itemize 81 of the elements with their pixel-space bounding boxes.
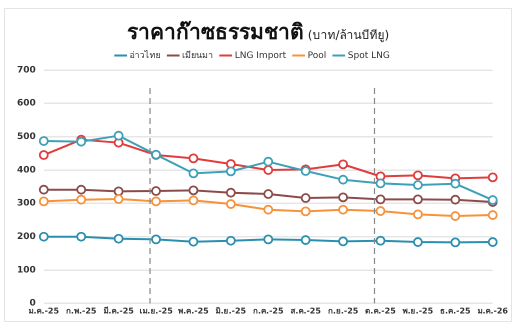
point bbox=[226, 236, 236, 246]
x-tick-label: มิ.ย.-25 bbox=[216, 306, 247, 316]
point bbox=[151, 186, 161, 196]
y-tick-label: 500 bbox=[16, 132, 36, 142]
point bbox=[226, 199, 236, 209]
x-tick-label: ม.ค.-26 bbox=[477, 306, 508, 316]
point bbox=[338, 236, 348, 246]
legend-label: Spot LNG bbox=[348, 50, 390, 61]
y-tick-label: 300 bbox=[16, 198, 36, 209]
point bbox=[188, 168, 198, 178]
x-tick-label: พ.ย.-25 bbox=[402, 306, 434, 316]
point bbox=[263, 165, 274, 175]
point bbox=[413, 170, 423, 180]
point bbox=[188, 236, 198, 247]
point bbox=[413, 194, 423, 204]
x-tick-label: ธ.ค.-25 bbox=[440, 306, 472, 316]
point bbox=[76, 184, 86, 195]
x-tick-label: มี.ค.-25 bbox=[103, 305, 134, 316]
point bbox=[338, 174, 348, 185]
point bbox=[450, 211, 460, 221]
x-tick-label: ม.ค.-25 bbox=[28, 306, 60, 316]
legend-label: Pool bbox=[308, 50, 326, 61]
point bbox=[38, 136, 49, 146]
legend-label: อ่าวไทย bbox=[130, 50, 161, 61]
legend-label: LNG Import bbox=[234, 50, 287, 61]
point bbox=[413, 237, 423, 247]
point bbox=[38, 150, 49, 160]
point bbox=[114, 186, 124, 196]
point bbox=[188, 185, 198, 196]
y-tick-label: 200 bbox=[16, 232, 36, 242]
point bbox=[226, 166, 236, 176]
chart-subtitle: (บาท/ล้านบีทียู) bbox=[308, 28, 390, 42]
point bbox=[38, 232, 49, 242]
point bbox=[151, 234, 161, 244]
point bbox=[38, 184, 49, 195]
point bbox=[376, 236, 386, 246]
point bbox=[114, 130, 124, 141]
point bbox=[488, 237, 498, 247]
x-tick-label: ส.ค.-25 bbox=[290, 306, 322, 316]
point bbox=[338, 204, 348, 215]
point bbox=[376, 178, 386, 188]
point bbox=[76, 194, 86, 205]
point bbox=[300, 206, 311, 216]
y-tick-label: 0 bbox=[30, 298, 36, 309]
point bbox=[338, 192, 348, 202]
point bbox=[188, 195, 198, 206]
point bbox=[450, 194, 460, 205]
point bbox=[488, 172, 498, 182]
point bbox=[263, 189, 274, 199]
point bbox=[188, 153, 198, 164]
point bbox=[151, 196, 161, 206]
point bbox=[413, 209, 423, 220]
point bbox=[300, 193, 311, 203]
x-tick-label: ก.พ.-25 bbox=[66, 306, 97, 316]
y-tick-label: 700 bbox=[16, 65, 36, 76]
x-tick-label: ต.ค.-25 bbox=[365, 306, 396, 316]
point bbox=[376, 206, 386, 216]
point bbox=[114, 234, 124, 244]
point bbox=[114, 194, 124, 204]
point bbox=[263, 156, 274, 167]
point bbox=[38, 196, 49, 206]
legend-label: เมียนมา bbox=[182, 50, 214, 61]
point bbox=[263, 234, 274, 244]
point bbox=[413, 180, 423, 190]
chart-title: ราคาก๊าซธรรมชาติ bbox=[126, 20, 304, 44]
x-tick-label: ก.ค.-25 bbox=[252, 306, 284, 316]
point bbox=[376, 194, 386, 204]
point bbox=[76, 232, 86, 242]
point bbox=[300, 235, 311, 245]
x-tick-label: ก.ย.-25 bbox=[328, 306, 359, 316]
y-tick-label: 600 bbox=[16, 98, 36, 109]
point bbox=[488, 210, 498, 220]
y-tick-label: 400 bbox=[16, 165, 36, 176]
point bbox=[450, 237, 460, 248]
point bbox=[450, 178, 460, 189]
point bbox=[263, 204, 274, 215]
point bbox=[226, 188, 236, 198]
x-tick-label: เม.ย.-25 bbox=[139, 306, 174, 316]
x-tick-label: พ.ค.-25 bbox=[178, 306, 210, 316]
y-tick-label: 100 bbox=[16, 265, 36, 276]
point bbox=[338, 159, 348, 170]
